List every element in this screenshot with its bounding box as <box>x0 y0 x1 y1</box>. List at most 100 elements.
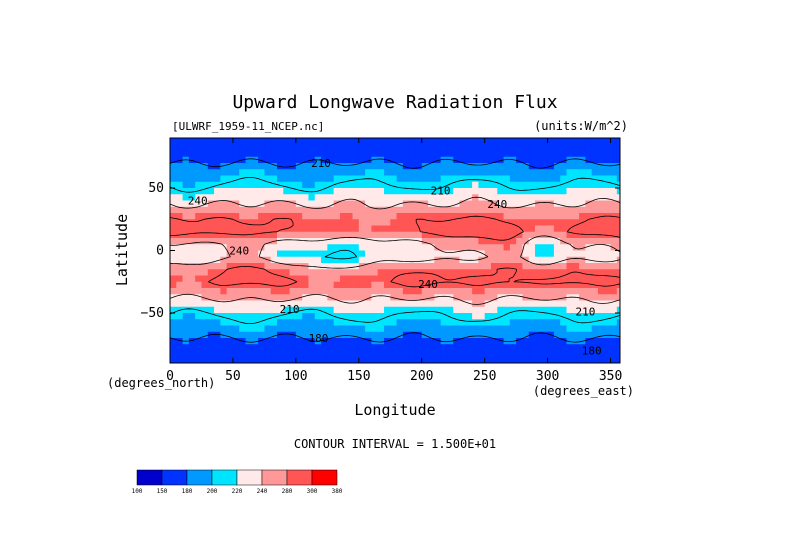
heatmap-cell <box>446 331 454 339</box>
heatmap-cell <box>339 194 347 201</box>
heatmap-cell <box>239 256 246 264</box>
heatmap-cell <box>352 288 360 295</box>
heatmap-cell <box>497 156 504 164</box>
heatmap-cell <box>201 138 209 145</box>
heatmap-cell <box>591 256 599 264</box>
heatmap-cell <box>377 231 385 239</box>
heatmap-cell <box>522 225 530 233</box>
heatmap-cell <box>289 294 297 301</box>
heatmap-cell <box>459 231 467 239</box>
heatmap-cell <box>490 181 498 189</box>
heatmap-cell <box>541 231 549 239</box>
heatmap-cell <box>188 338 196 345</box>
heatmap-cell <box>459 288 467 295</box>
heatmap-cell <box>339 344 347 351</box>
heatmap-cell <box>321 150 328 158</box>
heatmap-cell <box>195 163 202 170</box>
heatmap-cell <box>440 288 448 295</box>
heatmap-cell <box>390 138 397 145</box>
heatmap-cell <box>591 200 599 208</box>
heatmap-cell <box>276 206 284 214</box>
heatmap-cell <box>616 219 620 226</box>
heatmap-cell <box>226 269 234 276</box>
heatmap-cell <box>270 169 278 176</box>
heatmap-cell <box>188 194 196 201</box>
heatmap-cell <box>195 331 202 339</box>
heatmap-cell <box>616 319 620 326</box>
heatmap-cell <box>377 206 385 214</box>
heatmap-cell <box>251 200 259 208</box>
heatmap-cell <box>472 206 479 214</box>
heatmap-cell <box>188 256 196 264</box>
heatmap-cell <box>251 250 259 258</box>
heatmap-cell <box>182 244 190 251</box>
heatmap-cell <box>239 213 246 220</box>
heatmap-cell <box>276 275 284 283</box>
heatmap-cell <box>283 194 290 201</box>
heatmap-cell <box>295 231 303 239</box>
heatmap-cell <box>579 188 586 195</box>
heatmap-cell <box>415 181 423 189</box>
heatmap-cell <box>465 225 473 233</box>
heatmap-cell <box>358 194 366 201</box>
heatmap-cell <box>446 319 454 326</box>
heatmap-cell <box>365 238 372 245</box>
heatmap-cell <box>333 181 341 189</box>
heatmap-cell <box>610 231 618 239</box>
heatmap-cell <box>327 319 335 326</box>
heatmap-cell <box>232 206 240 214</box>
heatmap-cell <box>232 350 240 358</box>
heatmap-cell <box>616 338 620 345</box>
heatmap-cell <box>333 206 341 214</box>
heatmap-cell <box>232 181 240 189</box>
heatmap-cell <box>239 325 246 333</box>
x-tick-label: 100 <box>284 369 307 384</box>
heatmap-cell <box>446 169 454 176</box>
heatmap-cell <box>383 138 391 145</box>
heatmap-cell <box>503 325 511 333</box>
heatmap-cell <box>472 175 479 183</box>
heatmap-cell <box>409 238 416 245</box>
heatmap-cell <box>610 331 618 339</box>
heatmap-cell <box>490 163 498 170</box>
heatmap-cell <box>258 263 265 270</box>
heatmap-cell <box>616 194 620 201</box>
heatmap-cell <box>371 150 379 158</box>
heatmap-cell <box>232 156 240 164</box>
heatmap-cell <box>327 306 335 314</box>
heatmap-cell <box>207 294 215 301</box>
heatmap-cell <box>509 169 517 176</box>
heatmap-cell <box>321 188 328 195</box>
heatmap-cell <box>214 138 221 145</box>
heatmap-cell <box>597 313 605 320</box>
heatmap-cell <box>616 294 620 301</box>
heatmap-cell <box>327 338 335 345</box>
heatmap-cell <box>616 356 620 363</box>
heatmap-cell <box>352 225 360 233</box>
heatmap-cell <box>396 156 404 164</box>
heatmap-cell <box>597 288 605 295</box>
colorbar-label: 180 <box>182 488 193 495</box>
heatmap-cell <box>440 231 448 239</box>
heatmap-cell <box>383 213 391 220</box>
heatmap-cell <box>232 238 240 245</box>
heatmap-cell <box>308 275 316 283</box>
heatmap-cell <box>289 181 297 189</box>
heatmap-cell <box>365 331 372 339</box>
heatmap-cell <box>270 144 278 151</box>
heatmap-cell <box>270 181 278 189</box>
heatmap-cell <box>553 181 561 189</box>
heatmap-cell <box>421 138 429 145</box>
heatmap-cell <box>220 206 228 214</box>
heatmap-cell <box>390 200 397 208</box>
heatmap-cell <box>528 269 536 276</box>
heatmap-cell <box>516 350 523 358</box>
heatmap-cell <box>459 213 467 220</box>
heatmap-cell <box>270 313 278 320</box>
heatmap-cell <box>264 156 272 164</box>
heatmap-cell <box>188 169 196 176</box>
heatmap-cell <box>446 294 454 301</box>
heatmap-cell <box>358 231 366 239</box>
heatmap-cell <box>478 163 486 170</box>
heatmap-cell <box>176 181 183 189</box>
